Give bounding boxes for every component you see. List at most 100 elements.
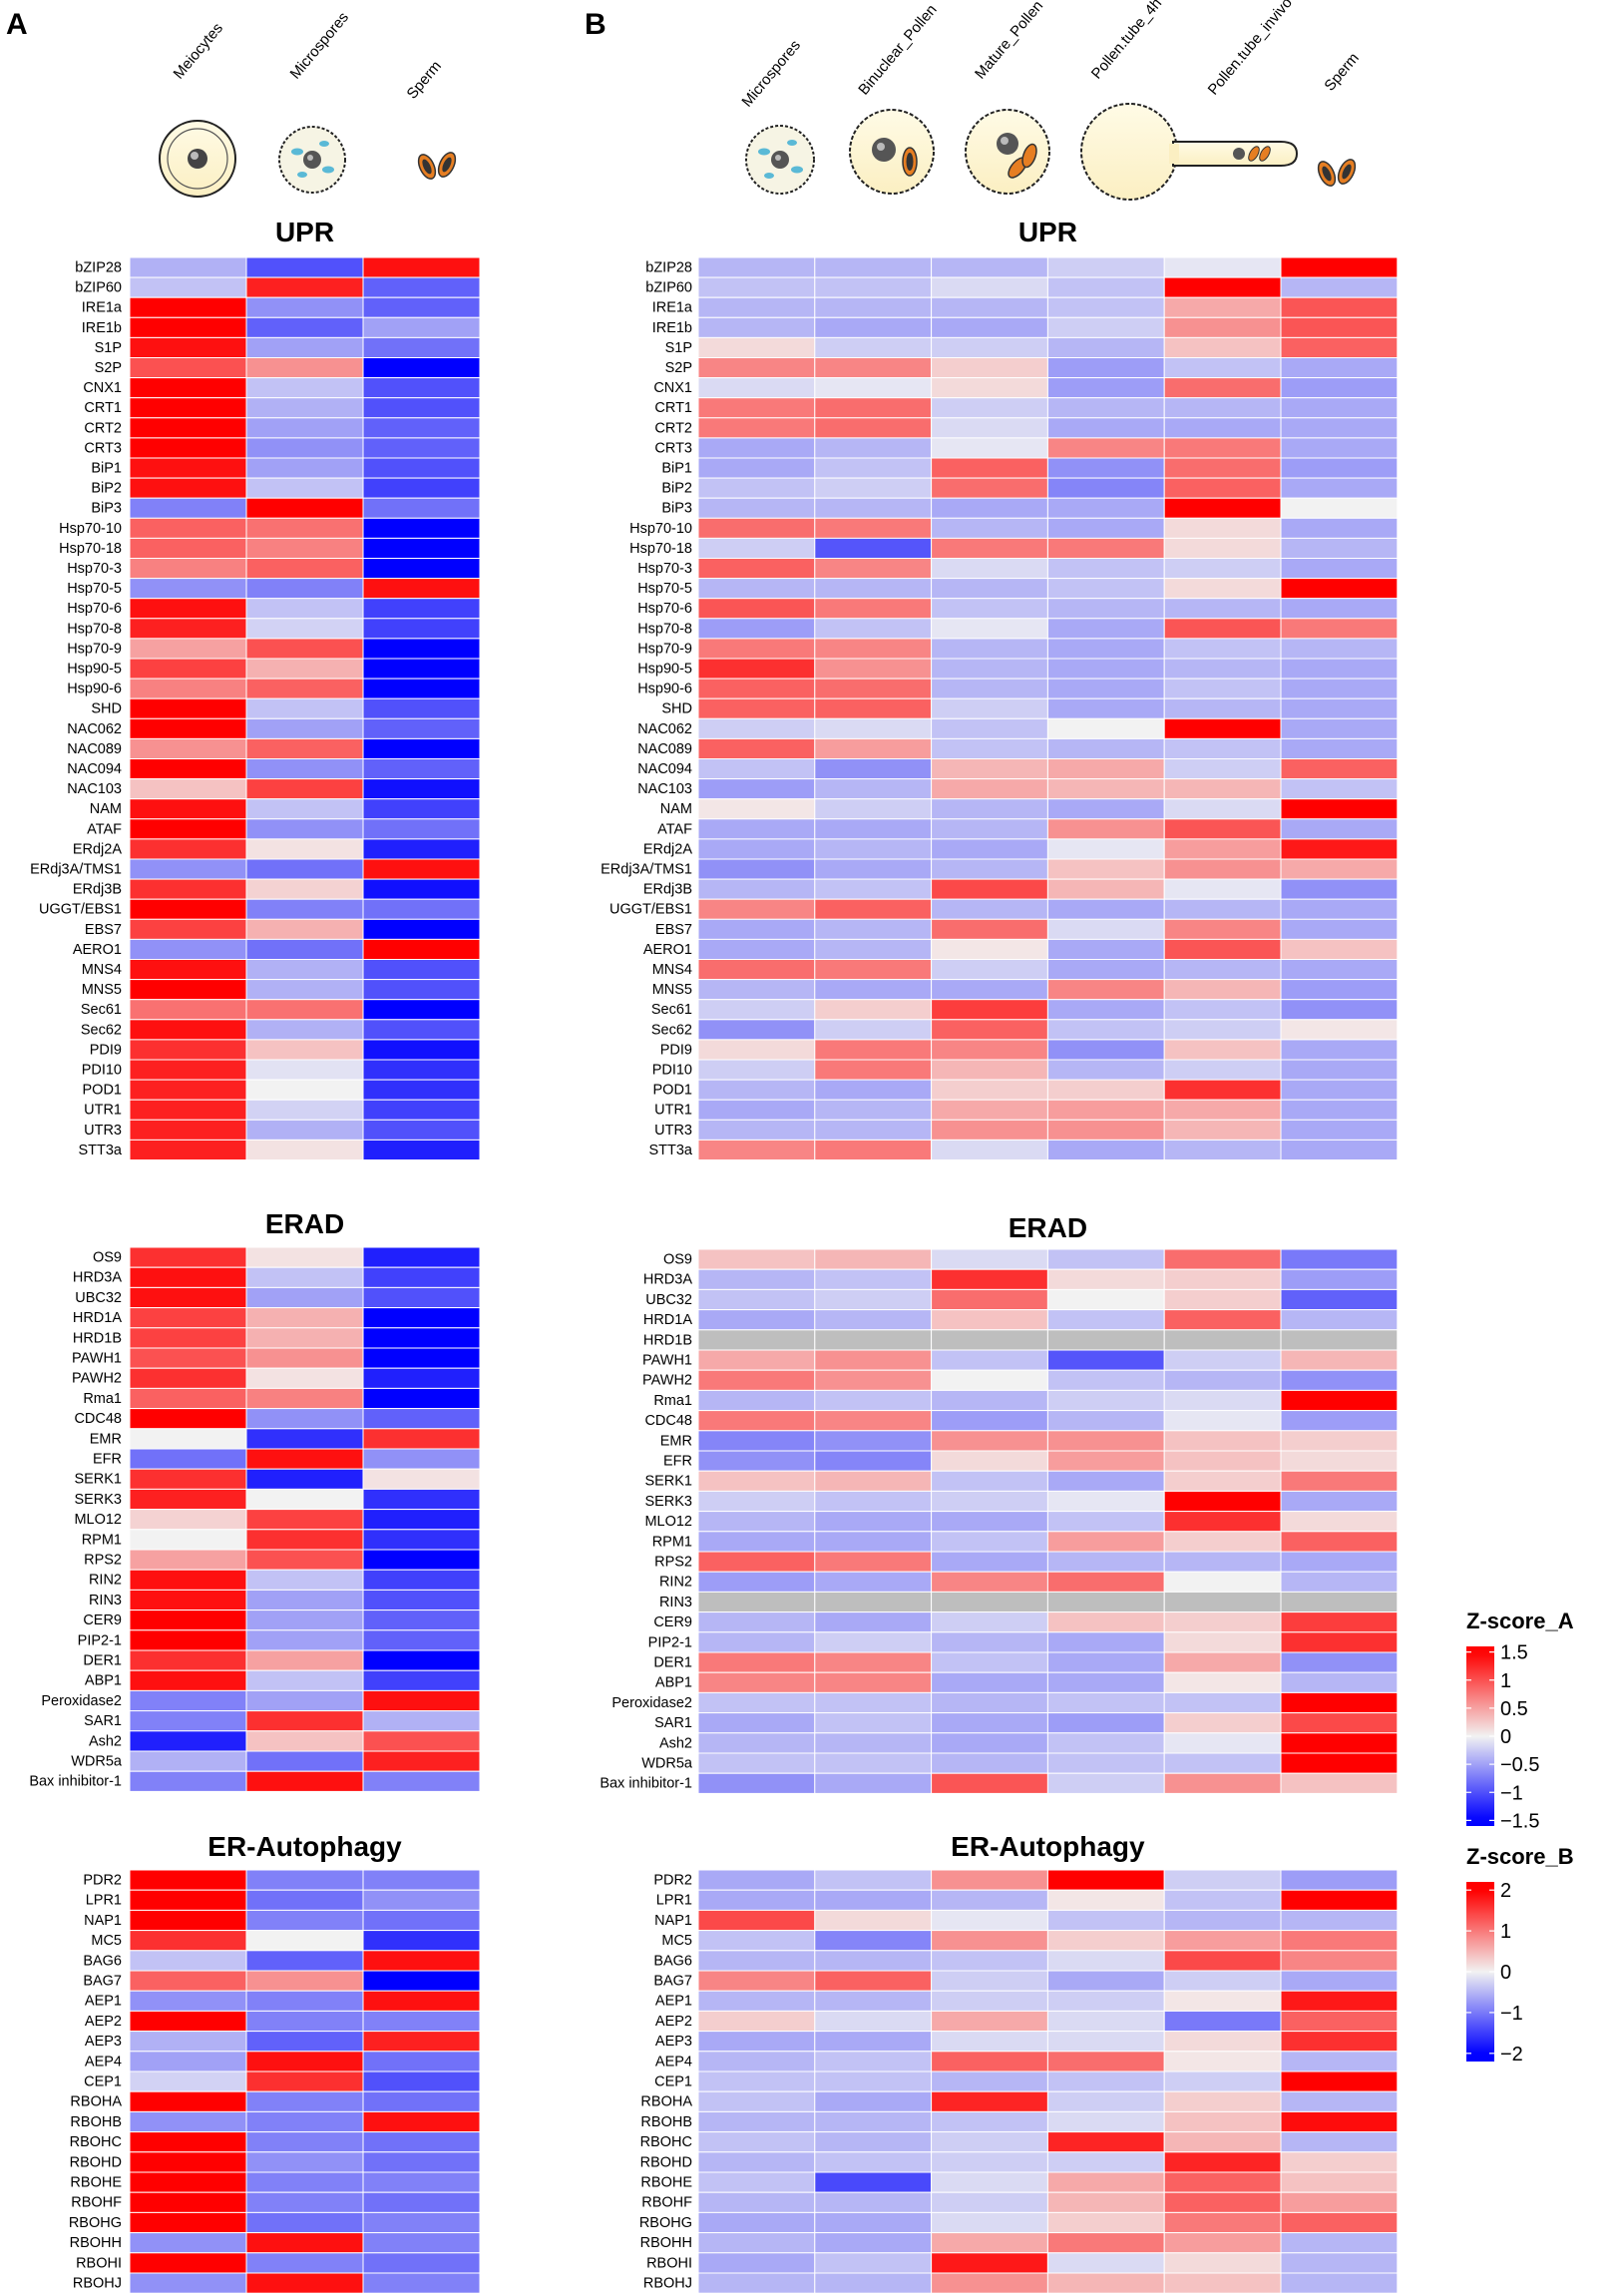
- heatmap-cell: [1046, 818, 1165, 840]
- heatmap-cell: [697, 1288, 816, 1311]
- heatmap-cell: [697, 1571, 816, 1593]
- row-label: ABP1: [655, 1675, 692, 1691]
- heatmap-cell: [245, 1529, 364, 1551]
- row-label: Hsp70-18: [629, 541, 692, 557]
- heatmap-cell: [697, 2171, 816, 2193]
- row-label: UBC32: [75, 1290, 122, 1306]
- heatmap-cell: [931, 1389, 1048, 1412]
- heatmap-cell: [245, 1569, 364, 1591]
- heatmap-cell: [1046, 938, 1165, 961]
- heatmap-cell: [1280, 898, 1399, 920]
- heatmap-cell: [931, 697, 1048, 719]
- heatmap-cell: [814, 296, 933, 318]
- heatmap-cell: [697, 578, 816, 600]
- heatmap-cell: [697, 517, 816, 539]
- heatmap-cell: [245, 737, 364, 760]
- heatmap-cell: [1046, 2272, 1165, 2294]
- heatmap-cell: [697, 2110, 816, 2133]
- heatmap-cell: [1163, 1410, 1282, 1432]
- heatmap-cell: [931, 2191, 1048, 2213]
- heatmap-cell: [362, 316, 481, 338]
- heatmap-cell: [814, 1369, 933, 1391]
- heatmap-cell: [697, 2151, 816, 2173]
- heatmap-cell: [931, 1869, 1048, 1891]
- heatmap-cell: [129, 959, 247, 981]
- heatmap-cell: [129, 1387, 247, 1410]
- heatmap-cell: [1280, 1099, 1399, 1121]
- heatmap-cell: [814, 316, 933, 338]
- row-label: ERdj3B: [643, 882, 692, 898]
- row-label: NAC089: [637, 741, 692, 757]
- row-label: PDI10: [82, 1062, 122, 1078]
- heatmap-cell: [1280, 1531, 1399, 1553]
- row-label: Rma1: [83, 1391, 122, 1407]
- heatmap-cell: [814, 1059, 933, 1081]
- heatmap-cell: [362, 1730, 481, 1752]
- heatmap-cell: [814, 1079, 933, 1101]
- heatmap-cell: [1163, 1651, 1282, 1673]
- heatmap-cell: [1163, 878, 1282, 900]
- heatmap-cell: [814, 638, 933, 660]
- heatmap-cell: [931, 1591, 1048, 1613]
- row-label: CNX1: [83, 380, 122, 396]
- row-label: RBOHC: [70, 2134, 122, 2150]
- heatmap-cell: [245, 1246, 364, 1268]
- heatmap-cell: [362, 1387, 481, 1410]
- heatmap-cell: [1046, 497, 1165, 519]
- heatmap-cell: [697, 878, 816, 900]
- heatmap-cell: [362, 2070, 481, 2092]
- heatmap-cell: [245, 918, 364, 940]
- heatmap-cell: [362, 838, 481, 860]
- heatmap-cell: [245, 1266, 364, 1288]
- heatmap-cell: [931, 276, 1048, 298]
- heatmap-cell: [931, 979, 1048, 1001]
- heatmap-cell: [931, 717, 1048, 739]
- heatmap-cell: [1280, 1611, 1399, 1633]
- heatmap-cell: [697, 256, 816, 278]
- heatmap-cell: [1046, 1909, 1165, 1932]
- legend-z-score-b: Z-score_B 2 1 0 −1 −2: [1466, 1844, 1574, 2066]
- heatmap-cell: [362, 1099, 481, 1121]
- heatmap-cell: [931, 1732, 1048, 1754]
- heatmap-cell: [129, 1059, 247, 1081]
- row-label: PAWH1: [642, 1353, 692, 1369]
- heatmap-cell: [814, 1248, 933, 1270]
- heatmap-cell: [1163, 517, 1282, 539]
- heatmap-cell: [1163, 2191, 1282, 2213]
- row-label: ERdj3A/TMS1: [30, 861, 122, 877]
- row-label: IRE1a: [652, 300, 693, 316]
- heatmap-cell: [362, 778, 481, 800]
- heatmap-cell: [245, 598, 364, 620]
- heatmap-cell: [1046, 2211, 1165, 2234]
- heatmap-cell: [245, 758, 364, 780]
- heatmap-cell: [129, 1408, 247, 1430]
- row-label: AEP1: [655, 1994, 692, 2010]
- row-label: RBOHB: [70, 2114, 122, 2130]
- heatmap-cell: [697, 2051, 816, 2072]
- heatmap-cell: [931, 537, 1048, 560]
- heatmap-cell: [697, 1889, 816, 1911]
- heatmap-cell: [362, 758, 481, 780]
- heatmap-cell: [129, 1448, 247, 1470]
- heatmap-cell: [931, 1248, 1048, 1270]
- heatmap-cell: [931, 638, 1048, 660]
- legend-title: Z-score_B: [1466, 1844, 1574, 1869]
- heatmap-cell: [814, 1712, 933, 1734]
- heatmap-cell: [362, 1549, 481, 1571]
- heatmap-cell: [1280, 477, 1399, 499]
- row-label: Hsp70-8: [67, 621, 122, 637]
- heatmap-cell: [1280, 1059, 1399, 1081]
- heatmap-cell: [931, 2171, 1048, 2193]
- heatmap-cell: [814, 1752, 933, 1774]
- heatmap-cell: [814, 2090, 933, 2112]
- heatmap-cell: [697, 2232, 816, 2254]
- heatmap-cell: [931, 1430, 1048, 1452]
- heatmap-cell: [1280, 316, 1399, 338]
- heatmap-cell: [362, 1589, 481, 1611]
- heatmap-cell: [362, 296, 481, 318]
- heatmap-cell: [814, 618, 933, 640]
- row-label: CRT2: [654, 420, 692, 436]
- heatmap-cell: [1280, 838, 1399, 860]
- row-label: EFR: [93, 1452, 122, 1468]
- heatmap-cell: [1046, 457, 1165, 479]
